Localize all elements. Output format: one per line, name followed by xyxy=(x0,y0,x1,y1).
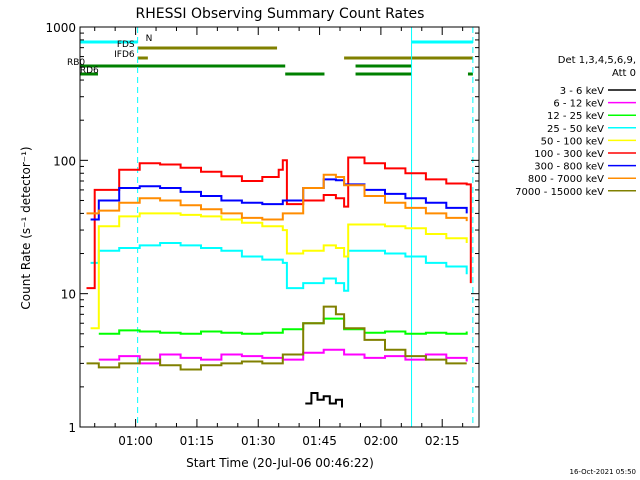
timestamp: 16-Oct-2021 05:50 xyxy=(570,468,636,476)
series-line xyxy=(90,242,468,292)
series-line xyxy=(86,305,467,371)
legend-label: 25 - 50 keV xyxy=(547,124,604,135)
x-axis-ticks: 01:00 01:15 01:30 01:45 02:00 02:15 xyxy=(94,27,464,448)
flag-label: RB0 xyxy=(67,58,85,68)
legend-label: 12 - 25 keV xyxy=(547,111,604,122)
legend-subtitle: Att 0 xyxy=(612,68,636,79)
x-tick-label: 01:00 xyxy=(118,434,153,448)
series-line xyxy=(90,212,468,330)
flag-label: IFD6 xyxy=(114,50,135,60)
legend-title: Det 1,3,4,5,6,9, xyxy=(558,55,636,66)
x-tick-label: 01:15 xyxy=(180,434,215,448)
x-tick-label: 01:45 xyxy=(302,434,337,448)
y-tick-label: 100 xyxy=(53,154,76,168)
legend-label: 300 - 800 keV xyxy=(534,162,604,173)
plot-series xyxy=(86,156,472,408)
series-line xyxy=(90,178,468,221)
series-line xyxy=(305,392,343,408)
y-axis-label: Count Rate (s⁻¹ detector⁻¹) xyxy=(19,146,33,309)
legend-label: 100 - 300 keV xyxy=(534,149,604,160)
y-tick-label: 10 xyxy=(61,288,76,302)
y-tick-label: 1 xyxy=(68,421,76,435)
flag-label: FDS xyxy=(117,40,135,50)
plot-frame xyxy=(79,26,480,428)
legend-label: 3 - 6 keV xyxy=(560,86,604,97)
legend-label: 6 - 12 keV xyxy=(553,99,604,110)
legend-label: 800 - 7000 keV xyxy=(528,174,604,185)
series-line xyxy=(98,317,468,335)
y-axis-ticks: 1 10 100 1000 xyxy=(45,21,479,435)
x-tick-label: 01:30 xyxy=(241,434,276,448)
chart-title: RHESSI Observing Summary Count Rates xyxy=(136,6,425,22)
x-axis-label: Start Time (20-Jul-06 00:46:22) xyxy=(186,456,374,470)
series-line xyxy=(86,156,472,290)
legend-label: 7000 - 15000 keV xyxy=(515,187,604,198)
x-tick-label: 02:00 xyxy=(364,434,399,448)
legend-label: 50 - 100 keV xyxy=(541,136,605,147)
series-line xyxy=(86,173,468,222)
x-tick-label: 02:15 xyxy=(425,434,460,448)
flag-label: RD6 xyxy=(80,66,99,76)
y-tick-label: 1000 xyxy=(45,21,76,35)
flag-label: N xyxy=(146,34,153,44)
